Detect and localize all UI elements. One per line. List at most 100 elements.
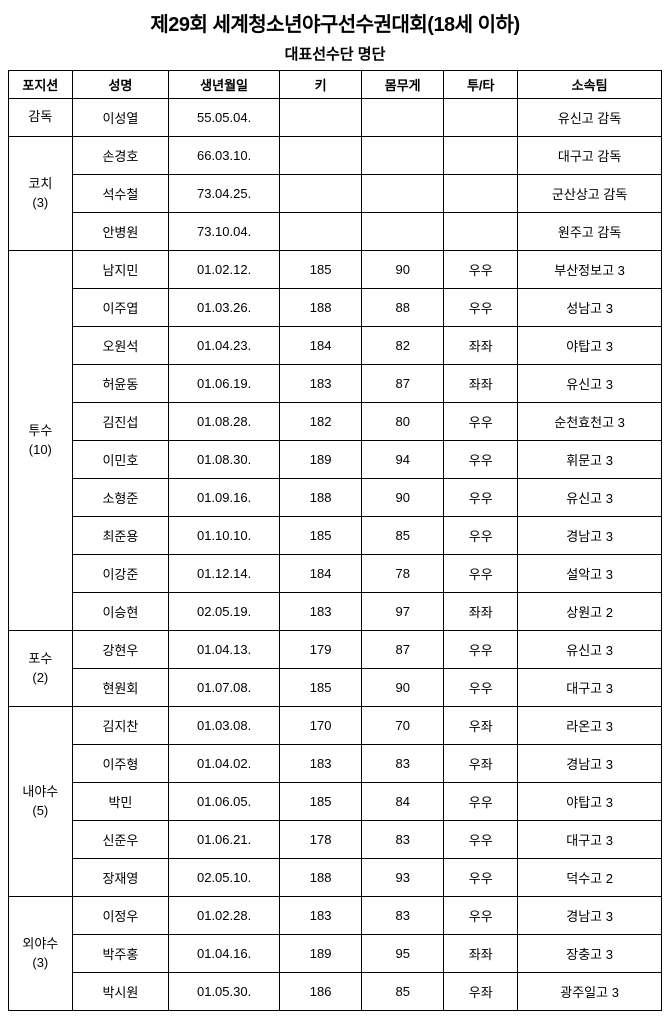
table-row: 소형준01.09.16.18890우우유신고 3 <box>9 479 662 517</box>
birth-cell: 66.03.10. <box>169 137 280 175</box>
birth-cell: 01.08.28. <box>169 403 280 441</box>
weight-cell: 97 <box>362 593 444 631</box>
height-cell <box>280 99 362 137</box>
weight-cell <box>362 99 444 137</box>
height-cell: 188 <box>280 859 362 897</box>
name-cell: 강현우 <box>72 631 169 669</box>
bat-throw-cell: 우우 <box>444 897 518 935</box>
team-cell: 유신고 감독 <box>518 99 662 137</box>
name-cell: 박주홍 <box>72 935 169 973</box>
bat-throw-cell: 우우 <box>444 251 518 289</box>
birth-cell: 01.08.30. <box>169 441 280 479</box>
height-cell: 179 <box>280 631 362 669</box>
birth-cell: 01.04.02. <box>169 745 280 783</box>
weight-cell: 82 <box>362 327 444 365</box>
team-cell: 광주일고 3 <box>518 973 662 1011</box>
table-row: 장재영02.05.10.18893우우덕수고 2 <box>9 859 662 897</box>
birth-cell: 01.03.08. <box>169 707 280 745</box>
team-cell: 대구고 3 <box>518 821 662 859</box>
birth-cell: 01.12.14. <box>169 555 280 593</box>
birth-cell: 01.06.19. <box>169 365 280 403</box>
height-cell: 188 <box>280 479 362 517</box>
team-cell: 유신고 3 <box>518 479 662 517</box>
table-row: 허윤동01.06.19.18387좌좌유신고 3 <box>9 365 662 403</box>
height-cell <box>280 137 362 175</box>
weight-cell: 78 <box>362 555 444 593</box>
height-cell: 184 <box>280 555 362 593</box>
birth-cell: 73.04.25. <box>169 175 280 213</box>
position-cell: 외야수(3) <box>9 897 73 1011</box>
table-header-row: 포지션 성명 생년월일 키 몸무게 투/타 소속팀 <box>9 71 662 99</box>
birth-cell: 01.03.26. <box>169 289 280 327</box>
name-cell: 남지민 <box>72 251 169 289</box>
bat-throw-cell: 우우 <box>444 631 518 669</box>
bat-throw-cell: 좌좌 <box>444 365 518 403</box>
height-cell: 185 <box>280 783 362 821</box>
table-row: 오원석01.04.23.18482좌좌야탑고 3 <box>9 327 662 365</box>
weight-cell: 94 <box>362 441 444 479</box>
header-team: 소속팀 <box>518 71 662 99</box>
height-cell: 185 <box>280 669 362 707</box>
name-cell: 박시원 <box>72 973 169 1011</box>
team-cell: 유신고 3 <box>518 365 662 403</box>
birth-cell: 01.07.08. <box>169 669 280 707</box>
team-cell: 순천효천고 3 <box>518 403 662 441</box>
name-cell: 안병원 <box>72 213 169 251</box>
name-cell: 김지찬 <box>72 707 169 745</box>
team-cell: 야탑고 3 <box>518 327 662 365</box>
height-cell: 188 <box>280 289 362 327</box>
table-row: 투수(10)남지민01.02.12.18590우우부산정보고 3 <box>9 251 662 289</box>
team-cell: 덕수고 2 <box>518 859 662 897</box>
birth-cell: 02.05.10. <box>169 859 280 897</box>
bat-throw-cell <box>444 213 518 251</box>
weight-cell: 85 <box>362 973 444 1011</box>
position-label: 내야수 <box>9 783 72 801</box>
birth-cell: 55.05.04. <box>169 99 280 137</box>
bat-throw-cell: 우우 <box>444 555 518 593</box>
bat-throw-cell: 우우 <box>444 479 518 517</box>
header-name: 성명 <box>72 71 169 99</box>
table-row: 감독이성열55.05.04.유신고 감독 <box>9 99 662 137</box>
weight-cell: 83 <box>362 745 444 783</box>
table-row: 신준우01.06.21.17883우우대구고 3 <box>9 821 662 859</box>
height-cell: 170 <box>280 707 362 745</box>
birth-cell: 01.04.13. <box>169 631 280 669</box>
bat-throw-cell: 우우 <box>444 669 518 707</box>
height-cell: 183 <box>280 593 362 631</box>
height-cell: 186 <box>280 973 362 1011</box>
weight-cell: 90 <box>362 479 444 517</box>
height-cell <box>280 213 362 251</box>
name-cell: 장재영 <box>72 859 169 897</box>
position-count: (2) <box>9 669 72 687</box>
page-title: 제29회 세계청소년야구선수권대회(18세 이하) <box>8 8 662 37</box>
bat-throw-cell: 우좌 <box>444 745 518 783</box>
height-cell: 183 <box>280 365 362 403</box>
birth-cell: 01.04.16. <box>169 935 280 973</box>
table-row: 박시원01.05.30.18685우좌광주일고 3 <box>9 973 662 1011</box>
table-row: 이주엽01.03.26.18888우우성남고 3 <box>9 289 662 327</box>
position-label: 포수 <box>9 650 72 668</box>
height-cell: 189 <box>280 441 362 479</box>
weight-cell: 87 <box>362 365 444 403</box>
weight-cell <box>362 213 444 251</box>
bat-throw-cell <box>444 175 518 213</box>
weight-cell: 84 <box>362 783 444 821</box>
birth-cell: 01.02.28. <box>169 897 280 935</box>
header-weight: 몸무게 <box>362 71 444 99</box>
position-cell: 감독 <box>9 99 73 137</box>
name-cell: 이주형 <box>72 745 169 783</box>
position-label: 감독 <box>9 108 72 126</box>
bat-throw-cell: 우우 <box>444 517 518 555</box>
bat-throw-cell: 우우 <box>444 441 518 479</box>
name-cell: 이강준 <box>72 555 169 593</box>
birth-cell: 73.10.04. <box>169 213 280 251</box>
table-row: 박민01.06.05.18584우우야탑고 3 <box>9 783 662 821</box>
name-cell: 이승현 <box>72 593 169 631</box>
team-cell: 대구고 감독 <box>518 137 662 175</box>
position-label: 코치 <box>9 175 72 193</box>
team-cell: 설악고 3 <box>518 555 662 593</box>
position-count: (10) <box>9 441 72 459</box>
table-row: 이주형01.04.02.18383우좌경남고 3 <box>9 745 662 783</box>
table-row: 박주홍01.04.16.18995좌좌장충고 3 <box>9 935 662 973</box>
bat-throw-cell: 우우 <box>444 821 518 859</box>
